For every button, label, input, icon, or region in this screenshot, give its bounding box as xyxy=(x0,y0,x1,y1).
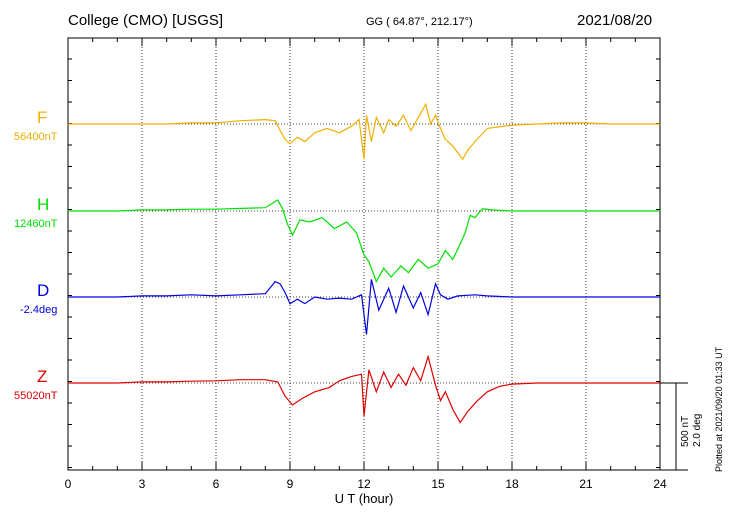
series-line-d xyxy=(68,279,660,335)
x-tick-label: 15 xyxy=(431,477,445,491)
chart-date: 2021/08/20 xyxy=(577,12,653,29)
x-tick-label: 9 xyxy=(287,477,294,491)
channel-baseline-f: 56400nT xyxy=(14,131,58,143)
channel-baseline-h: 12460nT xyxy=(14,218,58,230)
x-tick-label: 0 xyxy=(65,477,72,491)
channel-letter-f: F xyxy=(37,108,48,127)
series-line-z xyxy=(68,354,660,424)
channel-baseline-d: -2.4deg xyxy=(20,304,58,316)
series-line-h xyxy=(68,199,660,283)
chart-title: College (CMO) [USGS] xyxy=(68,12,224,29)
x-tick-label: 12 xyxy=(357,477,371,491)
channel-letter-z: Z xyxy=(37,367,48,386)
scale-nt-label: 500 nT xyxy=(680,415,691,447)
geographic-coordinates: GG ( 64.87°, 212.17°) xyxy=(366,16,473,28)
channel-baseline-z: 55020nT xyxy=(14,390,58,402)
channel-letter-d: D xyxy=(37,281,50,300)
series-line-f xyxy=(68,102,660,161)
x-tick-label: 21 xyxy=(579,477,593,491)
x-tick-label: 18 xyxy=(505,477,519,491)
x-tick-label: 3 xyxy=(139,477,146,491)
scale-deg-label: 2.0 deg xyxy=(692,413,703,447)
x-tick-label: 24 xyxy=(653,477,667,491)
x-axis-label: U T (hour) xyxy=(335,491,394,506)
plotted-timestamp: Plotted at 2021/09/20 01:33 UT xyxy=(714,346,724,472)
channel-letter-h: H xyxy=(37,195,50,214)
x-tick-label: 6 xyxy=(213,477,220,491)
